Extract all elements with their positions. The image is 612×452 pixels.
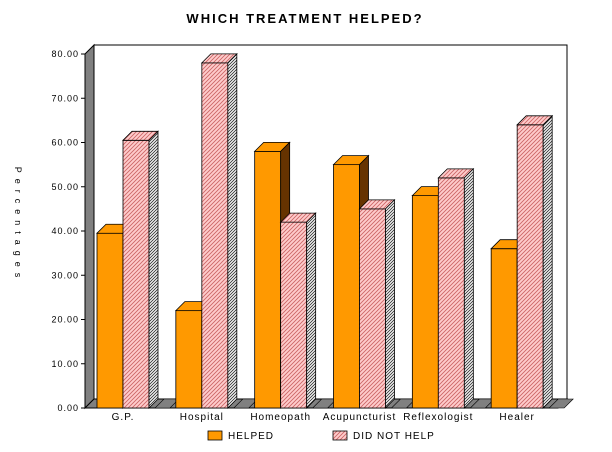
left-wall <box>84 43 95 410</box>
bar-front <box>516 124 544 409</box>
y-tick-label: 70.00 <box>51 93 79 103</box>
legend-item-helped: HELPED <box>207 430 274 442</box>
bar-side <box>306 212 317 409</box>
x-tick-label: Reflexologist <box>403 412 473 423</box>
legend-label: HELPED <box>228 431 274 442</box>
bar-did-not-help <box>516 114 554 409</box>
bar-front <box>280 221 308 409</box>
legend-label: DID NOT HELP <box>353 431 435 442</box>
y-tick-label: 30.00 <box>51 270 79 280</box>
bar-side <box>385 198 395 409</box>
y-axis-label: Percentages <box>13 167 23 284</box>
bar-front <box>411 195 439 409</box>
x-tick-label: Hospital <box>180 412 224 423</box>
bar-front <box>175 310 203 409</box>
x-tick-label: Healer <box>499 412 534 423</box>
bar-front <box>96 232 124 409</box>
bar-did-not-help <box>279 212 317 409</box>
chart-title: WHICH TREATMENT HELPED? <box>186 11 423 26</box>
x-tick-label: G.P. <box>112 412 135 423</box>
x-tick-label: Acupuncturist <box>323 412 397 423</box>
bar-side <box>227 52 238 409</box>
legend: HELPED DID NOT HELP <box>207 430 435 442</box>
y-axis-ticks: 0.00 10.00 20.00 30.00 40.00 50.00 60.00 70.00 8… <box>51 49 85 413</box>
bar-front <box>437 177 465 409</box>
bars <box>96 52 574 409</box>
bar-front <box>359 208 386 409</box>
bar-front <box>122 139 150 409</box>
back-wall <box>93 44 568 400</box>
y-tick-label: 10.00 <box>51 359 79 369</box>
bar-did-not-help <box>358 198 396 409</box>
bar-side <box>542 114 553 409</box>
y-tick-label: 40.00 <box>51 226 79 236</box>
legend-swatch <box>207 430 223 441</box>
bar-did-not-help <box>200 52 238 409</box>
bar-base-shadow <box>548 398 574 409</box>
bar-front <box>201 62 229 409</box>
y-tick-label: 80.00 <box>51 49 79 59</box>
bar-front <box>254 150 282 409</box>
x-axis-labels: G.P. Hospital Homeopath Acupuncturist Reflex… <box>112 412 534 423</box>
bar-did-not-help <box>437 167 475 409</box>
bar-front <box>333 164 360 409</box>
bar-side <box>148 130 159 409</box>
legend-swatch <box>332 430 348 441</box>
bar-side <box>463 167 474 409</box>
y-tick-label: 50.00 <box>51 182 79 192</box>
bar-front <box>490 248 518 409</box>
y-tick-label: 0.00 <box>57 403 79 413</box>
bar-did-not-help <box>122 130 159 409</box>
y-tick-label: 20.00 <box>51 315 79 325</box>
legend-item-did-not-help: DID NOT HELP <box>332 430 435 442</box>
x-tick-label: Homeopath <box>250 412 311 423</box>
y-tick-label: 60.00 <box>51 138 79 148</box>
